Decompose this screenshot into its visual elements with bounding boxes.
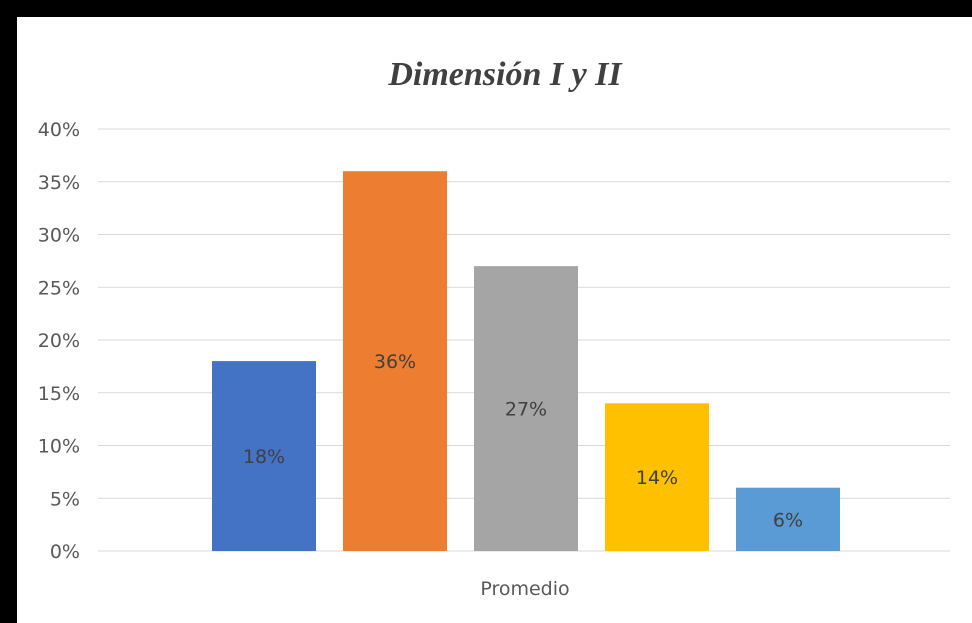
y-tick-label: 15% <box>38 383 80 405</box>
data-label: 18% <box>243 446 285 468</box>
bar <box>474 266 578 551</box>
y-axis-ticks: 0% 5% 10% 15% 20% 25% 30% 35% 40% <box>38 119 80 563</box>
y-tick-label: 35% <box>38 172 80 194</box>
category-label: Promedio <box>480 578 569 600</box>
bar <box>736 487 840 551</box>
chart-title: Dimensión I y II <box>387 56 623 93</box>
data-label: 36% <box>374 351 416 373</box>
y-tick-label: 30% <box>38 225 80 247</box>
bar <box>212 361 316 551</box>
y-tick-label: 0% <box>50 541 80 563</box>
data-labels: 18% 36% 27% 14% 6% <box>243 351 803 531</box>
bars <box>212 171 840 551</box>
data-label: 14% <box>636 467 678 489</box>
y-tick-label: 10% <box>38 436 80 458</box>
y-tick-label: 40% <box>38 119 80 141</box>
y-tick-label: 20% <box>38 330 80 352</box>
y-tick-label: 25% <box>38 277 80 299</box>
y-tick-label: 5% <box>50 488 80 510</box>
bar <box>343 171 447 551</box>
bar <box>605 403 709 551</box>
data-label: 27% <box>505 399 547 421</box>
data-label: 6% <box>773 509 803 531</box>
